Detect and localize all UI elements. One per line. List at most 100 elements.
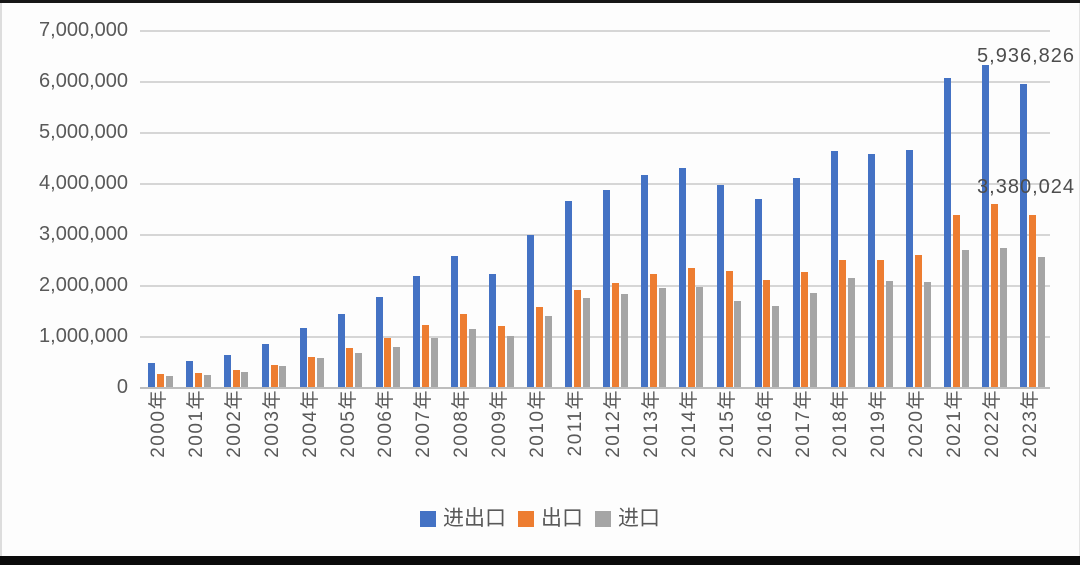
bar-imports-2001 [203,374,211,387]
bar-exports-2008 [460,314,468,387]
data-label-total: 5,936,826 [977,45,1075,68]
bar-total-2021 [944,78,952,387]
top-border-strip [0,0,1080,3]
gridline-6,000,000 [140,81,1050,83]
bar-total-2017 [792,177,800,387]
legend-item-exports: 出口 [518,507,583,531]
bar-exports-2018 [839,260,847,387]
bar-exports-2006 [384,337,392,387]
bar-total-2014 [678,167,686,387]
x-axis-label-2015: 2015年 [716,389,738,458]
gridline-4,000,000 [140,183,1050,185]
x-axis-label-2004: 2004年 [299,389,321,458]
x-axis-label-2017: 2017年 [792,389,814,458]
bar-total-2004 [299,328,307,387]
x-axis-label-2007: 2007年 [413,389,435,458]
bar-total-2009 [489,274,497,387]
bar-imports-2005 [355,353,363,387]
x-axis-label-2002: 2002年 [223,389,245,458]
x-axis-label-2008: 2008年 [451,389,473,458]
x-axis-label-2022: 2022年 [982,389,1004,458]
bar-total-2000 [148,362,155,387]
bar-exports-2021 [953,215,961,387]
bottom-border-strip [0,556,1080,565]
bar-imports-2002 [241,371,249,387]
y-axis-tick-label: 7,000,000 [39,19,128,41]
bar-exports-2015 [725,271,733,387]
x-axis-label-2012: 2012年 [602,389,624,458]
bar-imports-2020 [923,282,931,387]
legend-swatch-total [420,511,436,527]
x-axis-label-2018: 2018年 [830,389,852,458]
x-axis-label-2016: 2016年 [754,389,776,458]
legend-swatch-exports [518,511,534,527]
x-axis-label-2023: 2023年 [1020,389,1042,458]
gridline-7,000,000 [140,30,1050,32]
bar-exports-2019 [877,259,885,387]
y-axis-tick-label: 1,000,000 [39,325,128,347]
legend-label-total: 进出口 [443,507,506,530]
x-axis-label-2014: 2014年 [678,389,700,458]
x-axis-label-2000: 2000年 [147,389,169,458]
bar-imports-2007 [431,338,439,387]
bar-imports-2006 [393,346,401,387]
x-axis-label-2009: 2009年 [489,389,511,458]
bar-exports-2020 [915,254,923,387]
bar-exports-2005 [346,348,354,387]
legend-item-total: 进出口 [420,507,506,531]
x-axis-label-2011: 2011年 [565,389,587,457]
bar-total-2006 [375,297,383,387]
bar-total-2016 [754,199,762,387]
x-axis-label-2005: 2005年 [337,389,359,458]
bar-imports-2015 [734,301,742,387]
gridline-1,000,000 [140,336,1050,338]
bar-exports-2003 [270,364,278,387]
bar-total-2013 [640,174,648,387]
x-axis-label-2019: 2019年 [868,389,890,458]
bar-exports-2014 [687,267,695,387]
bar-exports-2010 [535,306,543,387]
bar-imports-2004 [317,358,325,387]
x-axis-label-2020: 2020年 [906,389,928,458]
x-axis-label-2021: 2021年 [944,389,966,458]
bar-total-2023 [1020,84,1028,387]
bar-exports-2013 [649,274,657,387]
x-axis-label-2013: 2013年 [640,389,662,458]
bar-exports-2009 [498,325,506,387]
bar-total-2015 [716,185,724,387]
bar-exports-2001 [194,373,202,387]
bar-total-2001 [185,361,193,387]
bar-total-2005 [337,314,345,387]
y-axis-tick-label: 2,000,000 [39,274,128,296]
bar-imports-2023 [1037,256,1045,387]
y-axis-tick-label: 4,000,000 [39,172,128,194]
bar-imports-2022 [999,248,1007,387]
bar-imports-2017 [810,292,818,387]
y-axis-tick-label: 5,000,000 [39,121,128,143]
x-axis-label-2003: 2003年 [261,389,283,458]
plot-area [140,30,1050,389]
bar-total-2002 [223,355,231,387]
bar-imports-2013 [658,287,666,387]
bar-total-2022 [982,65,990,387]
bar-imports-2021 [961,249,969,387]
bar-imports-2016 [772,306,780,387]
legend-item-imports: 进口 [595,507,660,531]
bar-exports-2022 [990,203,998,387]
y-axis-tick-label: 3,000,000 [39,223,128,245]
left-edge-line [0,3,2,556]
y-axis-tick-label: 6,000,000 [39,70,128,92]
bar-imports-2009 [506,335,514,387]
gridline-3,000,000 [140,234,1050,236]
bar-total-2019 [868,153,876,387]
bar-total-2011 [565,201,573,387]
bar-total-2010 [527,235,535,387]
legend-swatch-imports [595,511,611,527]
bar-imports-2008 [468,329,476,387]
bar-total-2003 [261,343,269,387]
bar-total-2008 [451,256,459,387]
bar-exports-2000 [156,374,164,387]
legend-label-exports: 出口 [541,507,583,530]
bar-total-2012 [603,189,610,387]
bar-imports-2014 [696,287,704,387]
